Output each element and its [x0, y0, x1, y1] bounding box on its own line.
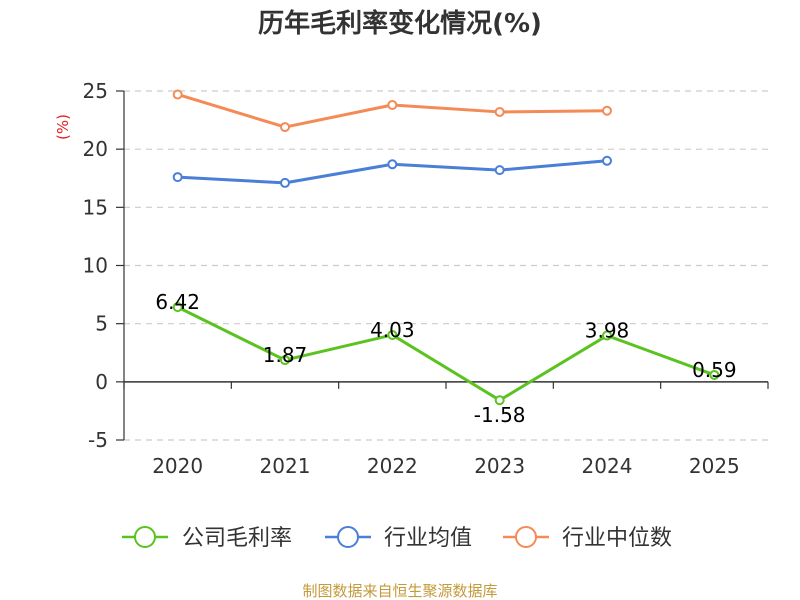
data-point[interactable] — [387, 329, 398, 340]
series — [172, 89, 720, 406]
y-tick-label: 5 — [95, 312, 108, 336]
data-point[interactable] — [494, 106, 505, 117]
x-tick-label: 2020 — [152, 454, 203, 478]
data-label: 4.03 — [370, 318, 415, 342]
legend-marker — [134, 526, 156, 548]
x-tick-label: 2025 — [689, 454, 740, 478]
x-tick-label: 2023 — [474, 454, 525, 478]
grid — [124, 90, 768, 441]
data-point[interactable] — [172, 172, 183, 183]
data-label: 6.42 — [155, 290, 200, 314]
data-point[interactable] — [280, 177, 290, 188]
data-point[interactable] — [602, 330, 612, 341]
legend-label[interactable]: 行业中位数 — [562, 526, 672, 551]
y-tick-label: 15 — [83, 195, 108, 219]
data-point[interactable] — [172, 89, 183, 100]
data-point[interactable] — [172, 302, 183, 313]
legend-marker — [515, 526, 537, 548]
chart-title: 历年毛利率变化情况(%) — [258, 8, 542, 39]
data-label: 0.59 — [692, 358, 737, 382]
data-point[interactable] — [387, 99, 398, 110]
data-point[interactable] — [494, 395, 505, 406]
y-tick-label: 0 — [95, 370, 108, 394]
data-point[interactable] — [602, 105, 612, 116]
legend-marker — [337, 526, 359, 548]
y-tick-label: -5 — [88, 428, 108, 452]
source-note: 制图数据来自恒生聚源数据库 — [302, 582, 497, 600]
x-tick-label: 2024 — [582, 454, 633, 478]
data-labels: 6.42 1.87 4.03 -1.58 3.98 0.59 — [155, 290, 736, 427]
data-point[interactable] — [387, 159, 398, 170]
data-point[interactable] — [709, 369, 720, 380]
data-label: 3.98 — [585, 319, 630, 343]
y-tick-label: 10 — [83, 254, 108, 278]
legend: 公司毛利率 行业均值 行业中位数 — [122, 526, 672, 551]
data-point[interactable] — [280, 355, 290, 366]
data-point[interactable] — [602, 155, 612, 166]
x-tick-label: 2021 — [260, 454, 311, 478]
data-point[interactable] — [280, 122, 290, 133]
axes: 25 20 15 10 5 0 -5 2020 2021 2022 2023 2024 2025 — [83, 79, 769, 478]
legend-label[interactable]: 行业均值 — [384, 526, 472, 551]
legend-label[interactable]: 公司毛利率 — [182, 526, 292, 551]
series-line-0 — [177, 305, 715, 402]
data-label: 1.87 — [263, 343, 308, 367]
data-label: -1.58 — [474, 403, 526, 427]
y-axis-unit: (%) — [54, 114, 72, 140]
x-tick-label: 2022 — [367, 454, 418, 478]
y-tick-label: 20 — [83, 137, 108, 161]
series-line-2 — [177, 93, 608, 129]
data-point[interactable] — [494, 165, 505, 176]
y-tick-label: 25 — [83, 79, 108, 103]
